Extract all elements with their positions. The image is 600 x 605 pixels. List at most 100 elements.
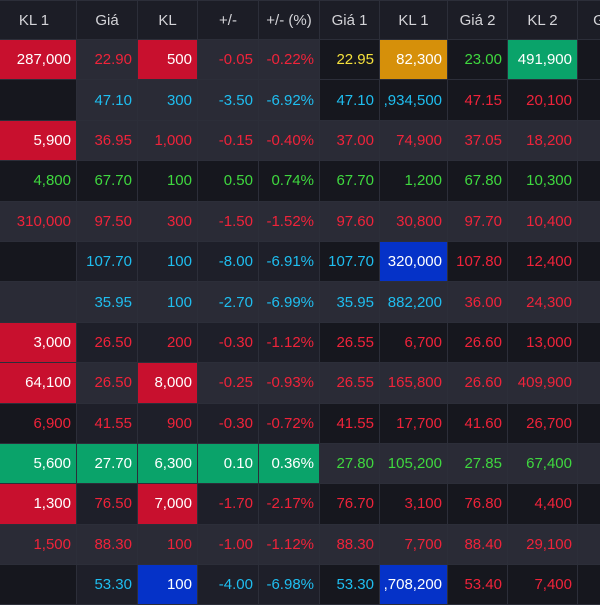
buy-kl1-cell: 64,100 xyxy=(0,363,77,403)
table-row[interactable]: 107.70 100 -8.00 -6.91% 107.70 320,000 1… xyxy=(0,241,600,281)
header-row: KL 1 Giá KL +/- +/- (%) Giá 1 KL 1 Giá 2… xyxy=(0,1,600,40)
header-change-percent[interactable]: +/- (%) xyxy=(259,1,320,40)
sell-volume-1-cell: 165,800 xyxy=(380,363,448,403)
sell-volume-2-cell: 10,300 xyxy=(508,161,578,201)
volume-cell: 300 xyxy=(138,80,198,120)
sell-price-1-cell: 76.70 xyxy=(320,484,380,524)
extra-cell: 8 xyxy=(578,524,600,564)
change-cell: -8.00 xyxy=(198,241,259,281)
change-cell: 0.50 xyxy=(198,161,259,201)
sell-price-1-cell: 22.95 xyxy=(320,40,380,80)
change-percent-cell: -6.99% xyxy=(259,282,320,322)
price-cell: 36.95 xyxy=(77,120,138,160)
extra-cell: 2 xyxy=(578,40,600,80)
change-cell: -4.00 xyxy=(198,565,259,605)
buy-kl1-cell: 3,000 xyxy=(0,322,77,362)
volume-cell: 100 xyxy=(138,524,198,564)
table-row[interactable]: 47.10 300 -3.50 -6.92% 47.10 ,934,500 47… xyxy=(0,80,600,120)
extra-cell: 2 xyxy=(578,443,600,483)
sell-price-2-cell: 88.40 xyxy=(448,524,508,564)
sell-volume-2-cell: 13,000 xyxy=(508,322,578,362)
buy-kl1-cell: 5,900 xyxy=(0,120,77,160)
table-row[interactable]: 64,100 26.50 8,000 -0.25 -0.93% 26.55 16… xyxy=(0,363,600,403)
extra-cell: 9 xyxy=(578,201,600,241)
extra-cell: 7 xyxy=(578,484,600,524)
price-cell: 97.50 xyxy=(77,201,138,241)
buy-kl1-cell: 4,800 xyxy=(0,161,77,201)
change-cell: -1.50 xyxy=(198,201,259,241)
table-row[interactable]: 5,900 36.95 1,000 -0.15 -0.40% 37.00 74,… xyxy=(0,120,600,160)
volume-cell: 100 xyxy=(138,282,198,322)
table-row[interactable]: 287,000 22.90 500 -0.05 -0.22% 22.95 82,… xyxy=(0,40,600,80)
price-cell: 107.70 xyxy=(77,241,138,281)
change-percent-cell: -1.12% xyxy=(259,322,320,362)
volume-cell: 300 xyxy=(138,201,198,241)
sell-price-1-cell: 27.80 xyxy=(320,443,380,483)
sell-volume-2-cell: 409,900 xyxy=(508,363,578,403)
change-percent-cell: 0.36% xyxy=(259,443,320,483)
sell-volume-2-cell: 7,400 xyxy=(508,565,578,605)
table-row[interactable]: 6,900 41.55 900 -0.30 -0.72% 41.55 17,70… xyxy=(0,403,600,443)
sell-volume-2-cell: 67,400 xyxy=(508,443,578,483)
volume-cell: 100 xyxy=(138,565,198,605)
volume-cell: 8,000 xyxy=(138,363,198,403)
table-row[interactable]: 310,000 97.50 300 -1.50 -1.52% 97.60 30,… xyxy=(0,201,600,241)
sell-price-1-cell: 47.10 xyxy=(320,80,380,120)
sell-price-1-cell: 37.00 xyxy=(320,120,380,160)
table-row[interactable]: 35.95 100 -2.70 -6.99% 35.95 882,200 36.… xyxy=(0,282,600,322)
sell-volume-1-cell: 17,700 xyxy=(380,403,448,443)
sell-volume-2-cell: 20,100 xyxy=(508,80,578,120)
change-percent-cell: -6.91% xyxy=(259,241,320,281)
sell-price-2-cell: 107.80 xyxy=(448,241,508,281)
sell-price-1-cell: 97.60 xyxy=(320,201,380,241)
change-cell: -3.50 xyxy=(198,80,259,120)
sell-price-1-cell: 67.70 xyxy=(320,161,380,201)
header-sell-volume-2[interactable]: KL 2 xyxy=(508,1,578,40)
header-change[interactable]: +/- xyxy=(198,1,259,40)
table-row[interactable]: 53.30 100 -4.00 -6.98% 53.30 ,708,200 53… xyxy=(0,565,600,605)
sell-volume-1-cell: 82,300 xyxy=(380,40,448,80)
price-cell: 22.90 xyxy=(77,40,138,80)
header-buy-kl1[interactable]: KL 1 xyxy=(0,1,77,40)
table-row[interactable]: 3,000 26.50 200 -0.30 -1.12% 26.55 6,700… xyxy=(0,322,600,362)
extra-cell: 4 xyxy=(578,80,600,120)
price-cell: 88.30 xyxy=(77,524,138,564)
buy-kl1-cell: 6,900 xyxy=(0,403,77,443)
sell-volume-2-cell: 26,700 xyxy=(508,403,578,443)
change-cell: -0.30 xyxy=(198,403,259,443)
sell-volume-2-cell: 18,200 xyxy=(508,120,578,160)
sell-volume-1-cell: ,708,200 xyxy=(380,565,448,605)
sell-price-2-cell: 37.05 xyxy=(448,120,508,160)
volume-cell: 500 xyxy=(138,40,198,80)
sell-price-2-cell: 76.80 xyxy=(448,484,508,524)
volume-cell: 100 xyxy=(138,241,198,281)
price-cell: 76.50 xyxy=(77,484,138,524)
header-sell-price-2[interactable]: Giá 2 xyxy=(448,1,508,40)
buy-kl1-cell: 287,000 xyxy=(0,40,77,80)
change-percent-cell: -1.52% xyxy=(259,201,320,241)
header-extra[interactable]: G xyxy=(578,1,600,40)
sell-price-2-cell: 36.00 xyxy=(448,282,508,322)
sell-price-2-cell: 67.80 xyxy=(448,161,508,201)
sell-price-2-cell: 53.40 xyxy=(448,565,508,605)
sell-volume-2-cell: 12,400 xyxy=(508,241,578,281)
header-volume[interactable]: KL xyxy=(138,1,198,40)
extra-cell: 2 xyxy=(578,322,600,362)
sell-volume-2-cell: 29,100 xyxy=(508,524,578,564)
header-price[interactable]: Giá xyxy=(77,1,138,40)
change-cell: -0.25 xyxy=(198,363,259,403)
table-row[interactable]: 1,300 76.50 7,000 -1.70 -2.17% 76.70 3,1… xyxy=(0,484,600,524)
table-row[interactable]: 5,600 27.70 6,300 0.10 0.36% 27.80 105,2… xyxy=(0,443,600,483)
header-sell-price-1[interactable]: Giá 1 xyxy=(320,1,380,40)
table-row[interactable]: 1,500 88.30 100 -1.00 -1.12% 88.30 7,700… xyxy=(0,524,600,564)
price-cell: 53.30 xyxy=(77,565,138,605)
sell-price-2-cell: 23.00 xyxy=(448,40,508,80)
header-sell-volume-1[interactable]: KL 1 xyxy=(380,1,448,40)
table-row[interactable]: 4,800 67.70 100 0.50 0.74% 67.70 1,200 6… xyxy=(0,161,600,201)
change-percent-cell: -0.72% xyxy=(259,403,320,443)
extra-cell: 5 xyxy=(578,565,600,605)
change-percent-cell: -6.92% xyxy=(259,80,320,120)
extra-cell: 3 xyxy=(578,120,600,160)
change-percent-cell: -1.12% xyxy=(259,524,320,564)
